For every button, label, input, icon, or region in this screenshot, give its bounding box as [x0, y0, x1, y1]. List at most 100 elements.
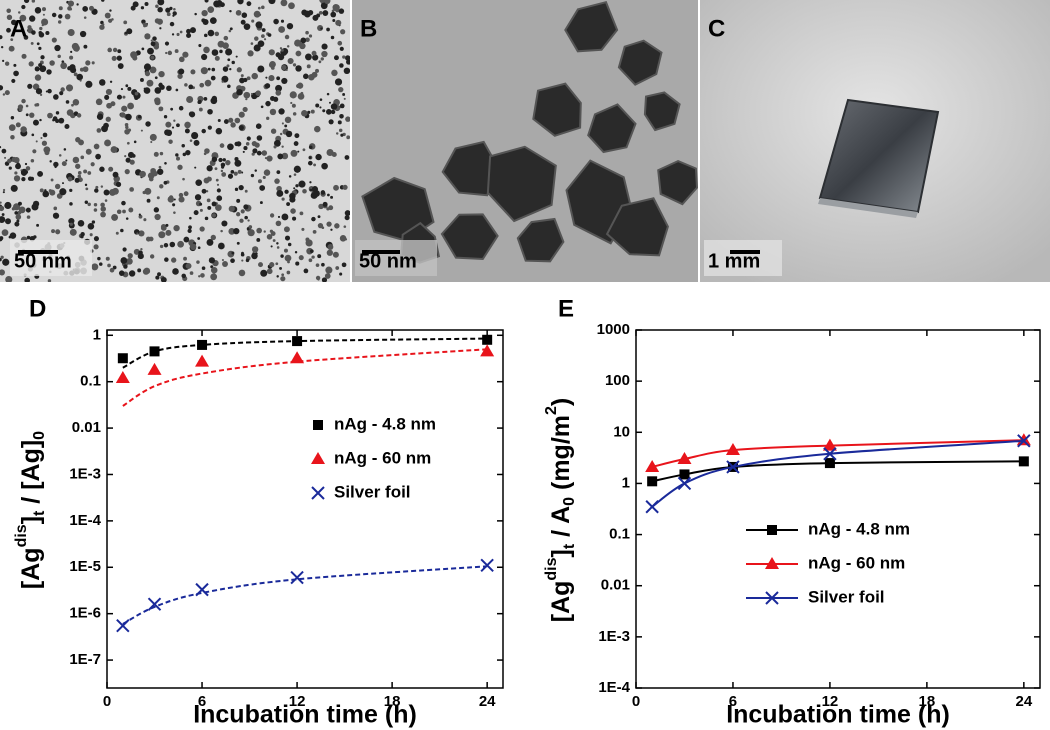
particle: [295, 50, 302, 57]
particle: [192, 136, 195, 139]
nanoparticle: [657, 160, 698, 206]
particle: [122, 247, 127, 252]
scale-bar-label: 50 nm: [14, 250, 72, 272]
particle: [58, 154, 62, 157]
particle: [169, 6, 173, 11]
y-tick-label: 0.01: [601, 577, 630, 594]
particle: [5, 218, 12, 225]
particle: [109, 9, 112, 12]
particle: [44, 150, 50, 156]
particle: [100, 202, 105, 208]
particle: [222, 261, 228, 267]
y-tick-label: 0.1: [80, 373, 101, 390]
particle: [8, 166, 12, 170]
particle: [207, 108, 213, 115]
particle: [179, 30, 183, 34]
particle: [118, 270, 125, 276]
particle: [163, 243, 169, 248]
particle: [288, 175, 292, 178]
particle: [227, 58, 231, 62]
particle: [235, 55, 238, 58]
particle: [197, 237, 201, 240]
particle: [321, 50, 328, 58]
particle: [105, 116, 111, 122]
particle: [230, 122, 236, 128]
particle: [117, 49, 122, 54]
legend-label: Silver foil: [334, 482, 411, 501]
particle: [297, 150, 300, 153]
particle: [181, 144, 185, 148]
particle: [260, 105, 264, 109]
particle: [107, 263, 111, 268]
particle: [83, 169, 88, 174]
marker: [824, 458, 835, 469]
marker: [677, 452, 692, 465]
y-tick-label: 1E-4: [598, 679, 630, 696]
particle: [244, 215, 248, 220]
particle: [312, 54, 319, 61]
particle: [250, 42, 254, 45]
particle: [49, 160, 52, 163]
fit-curve: [122, 565, 488, 625]
particle: [238, 184, 244, 191]
marker: [480, 558, 494, 573]
particle: [194, 194, 202, 201]
particle: [190, 243, 197, 250]
particle: [245, 98, 248, 101]
particle: [343, 67, 350, 75]
particle: [137, 268, 142, 273]
legend-marker: [311, 452, 325, 464]
particle: [39, 172, 43, 176]
particle: [243, 146, 248, 151]
particle: [277, 215, 281, 219]
x-tick-label: 18: [384, 693, 401, 710]
particle: [201, 9, 208, 17]
particle: [96, 113, 104, 120]
particle: [276, 246, 280, 249]
x-tick-label: 12: [289, 693, 306, 710]
particle: [290, 101, 293, 105]
particle: [54, 44, 61, 52]
particle: [122, 95, 126, 99]
particle: [93, 208, 98, 212]
particle: [76, 73, 83, 81]
particle: [216, 188, 221, 193]
particle: [0, 255, 4, 259]
particle: [36, 223, 40, 227]
particle: [84, 183, 88, 187]
particle: [4, 156, 7, 159]
particle: [104, 12, 111, 19]
particle: [197, 99, 202, 104]
particle: [157, 168, 164, 175]
particle: [168, 139, 173, 144]
particle: [250, 92, 254, 95]
particle: [57, 20, 62, 24]
particle: [194, 166, 197, 169]
particle: [326, 109, 332, 115]
particle: [187, 228, 192, 234]
particle: [10, 38, 14, 42]
particle: [38, 32, 45, 38]
particle: [251, 246, 259, 253]
particle: [55, 111, 60, 115]
particle: [2, 93, 6, 96]
particle: [165, 7, 171, 13]
particle: [140, 129, 143, 132]
particle: [286, 45, 290, 48]
y-axis-label: [Agdis]t / [Ag]0: [13, 431, 48, 589]
particle: [330, 35, 335, 40]
particle: [21, 177, 26, 182]
particle: [150, 39, 153, 42]
particle: [144, 71, 151, 77]
particle: [29, 112, 35, 118]
particle: [158, 231, 166, 239]
particle: [280, 48, 284, 52]
particle: [157, 272, 162, 277]
particle: [10, 184, 18, 192]
particle: [51, 229, 56, 234]
particle: [211, 67, 216, 72]
particle: [216, 183, 220, 186]
particle: [322, 109, 326, 113]
particle: [199, 82, 205, 88]
particle: [175, 153, 179, 157]
